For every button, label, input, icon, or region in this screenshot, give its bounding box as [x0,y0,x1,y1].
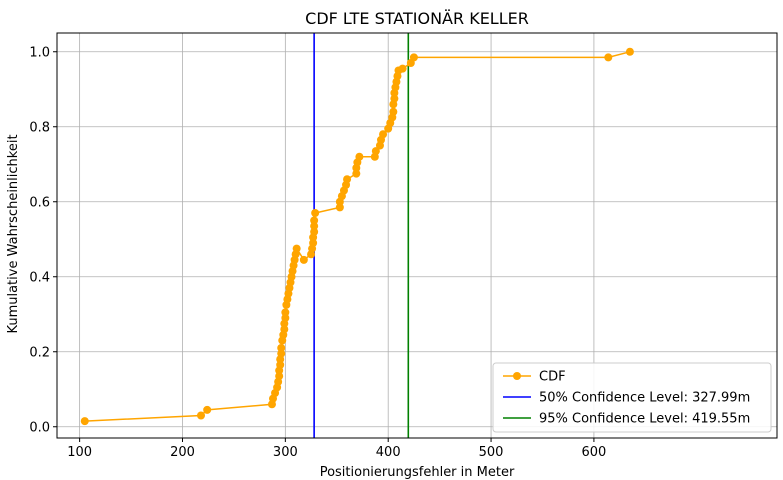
cdf-point [604,53,613,62]
cdf-point [277,344,286,352]
cdf-point [390,94,399,103]
cdf-point [409,53,418,62]
cdf-point [197,411,205,420]
cdf-point [299,255,308,264]
cdf-point [276,360,285,369]
cdf-point [292,244,301,253]
cdf-point [310,216,319,225]
cdf-point [203,405,212,414]
cdf-point [352,169,361,178]
cdf-point [309,239,318,247]
cdf-point [311,209,320,217]
cdf-series [80,47,634,426]
cdf-point [398,64,407,73]
cdf-point [275,372,284,381]
cdf-point [371,147,380,156]
cdf-point [335,203,344,212]
x-tick-label: 600 [582,445,607,460]
cdf-point [355,152,364,161]
y-axis-title: Kumulative Wahrscheinlichkeit [6,134,21,333]
legend-box [492,362,772,433]
y-tick-label: 1.0 [29,45,50,60]
cdf-point [379,130,388,139]
y-tick-label: 0.8 [29,120,50,135]
cdf-point [343,175,352,184]
chart-title: CDF LTE STATIONÄR KELLER [305,9,529,28]
grid-lines [57,33,777,438]
cdf-point [281,308,290,317]
legend-entry-label: 95% Confidence Level: 419.55m [539,412,750,427]
cdf-point [310,227,319,236]
cdf-point [280,325,289,334]
x-tick-label: 200 [170,445,195,460]
legend-swatch-marker [513,372,521,380]
y-tick-label: 0.2 [29,345,50,360]
cdf-point [389,107,398,116]
x-tick-label: 500 [479,445,504,460]
x-tick-label: 400 [376,445,401,460]
y-tick-label: 0.0 [29,420,50,435]
y-axis-ticks: 0.0 0.2 0.4 0.6 0.8 1.0 [29,45,57,435]
x-axis-ticks: 100 200 300 400 500 600 [67,438,606,460]
plot-frame [56,32,778,439]
cdf-point [277,349,286,358]
y-tick-label: 0.4 [29,270,50,285]
legend-entry-label: CDF [539,370,566,385]
legend: CDF 50% Confidence Level: 327.99m 95% Conf… [492,362,772,433]
cdf-point [310,222,319,231]
cdf-point [80,417,89,426]
x-tick-label: 300 [273,445,298,460]
legend-entry-label: 50% Confidence Level: 327.99m [539,391,750,406]
x-tick-label: 100 [67,445,92,460]
y-tick-label: 0.6 [29,195,50,210]
x-axis-title: Positionierungsfehler in Meter [320,465,515,480]
cdf-point [625,47,634,56]
cdf-point [281,314,290,322]
